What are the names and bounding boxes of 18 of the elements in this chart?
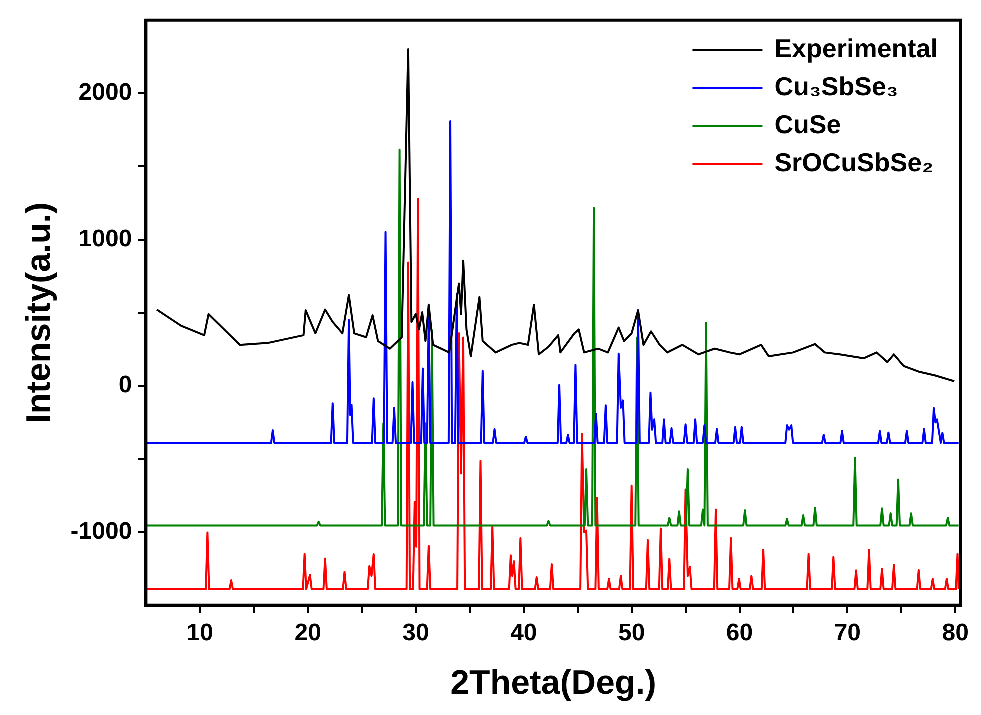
y-tick-label: -1000 — [70, 518, 132, 545]
legend-label: Cu₃SbSe₃ — [774, 72, 898, 102]
legend-label: Experimental — [774, 34, 938, 64]
x-tick-label: 70 — [834, 619, 862, 646]
x-tick-label: 60 — [726, 619, 754, 646]
x-axis-title: 2Theta(Deg.) — [450, 664, 657, 702]
x-tick-label: 80 — [942, 619, 969, 646]
y-axis-title: Intensity(a.u.) — [20, 202, 58, 424]
legend-label: CuSe — [774, 110, 842, 140]
legend-label: SrOCuSbSe₂ — [774, 148, 934, 178]
x-tick-label: 10 — [186, 619, 214, 646]
x-tick-label: 50 — [618, 619, 646, 646]
x-tick-label: 40 — [510, 619, 538, 646]
y-tick-label: 0 — [118, 372, 132, 399]
x-tick-label: 30 — [402, 619, 430, 646]
y-tick-label: 2000 — [78, 79, 132, 106]
y-tick-label: 1000 — [78, 225, 132, 252]
x-tick-label: 20 — [294, 619, 322, 646]
